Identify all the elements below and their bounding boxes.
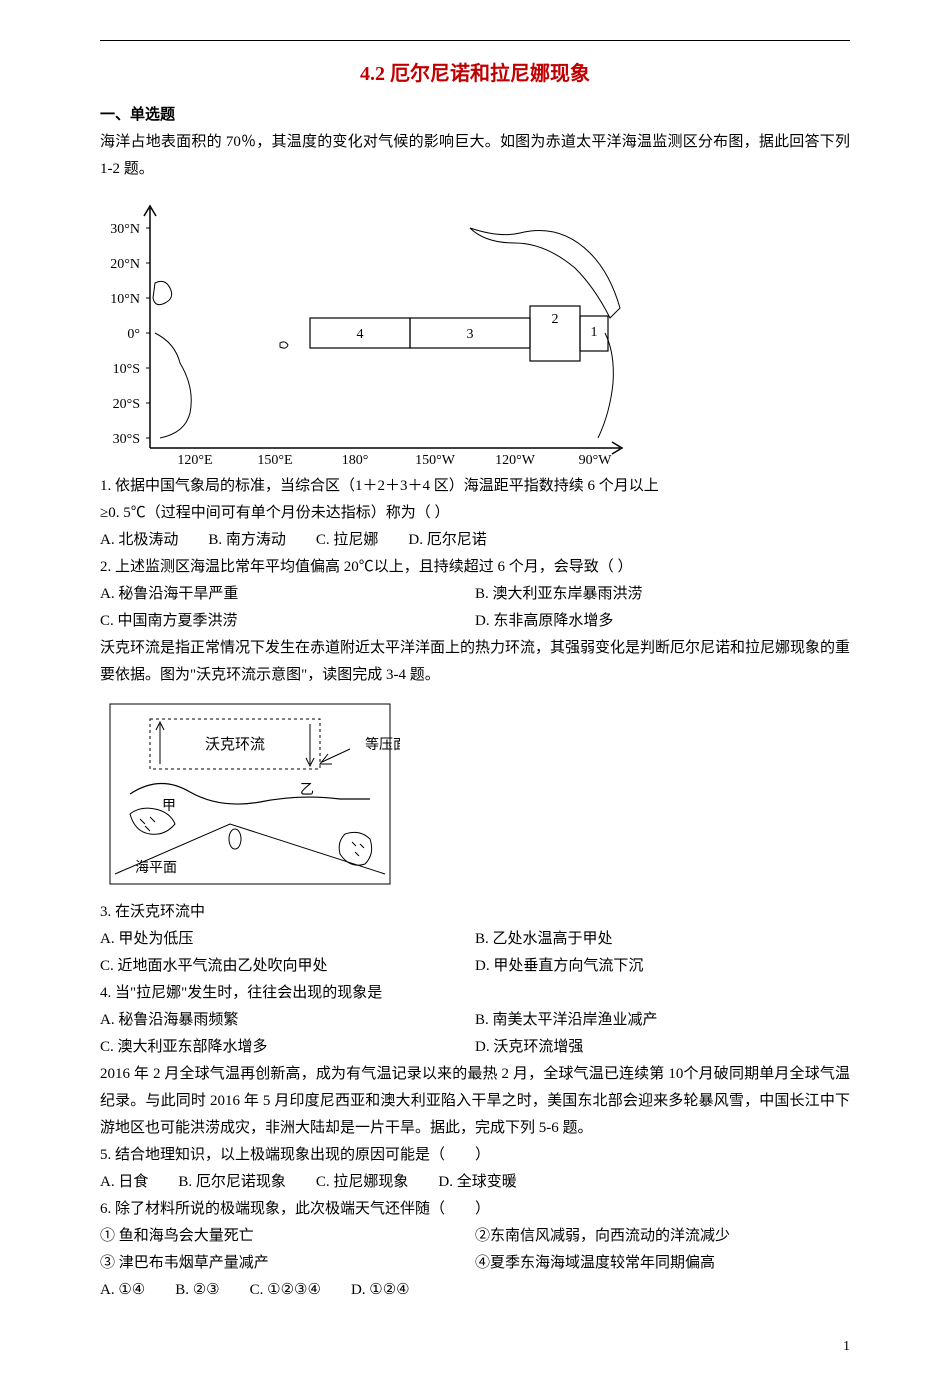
document-title: 4.2 厄尔尼诺和拉尼娜现象 — [100, 56, 850, 92]
intro-paragraph-3: 2016 年 2 月全球气温再创新高，成为有气温记录以来的最热 2 月，全球气温… — [100, 1061, 850, 1142]
svg-text:180°: 180° — [342, 453, 369, 468]
q1-options: A. 北极涛动 B. 南方涛动 C. 拉尼娜 D. 厄尔尼诺 — [100, 527, 850, 554]
figure-pacific-map: 30°N 20°N 10°N 0° 10°S 20°S 30°S 120°E 1… — [100, 188, 850, 468]
q6-option-d: D. ①②④ — [351, 1277, 410, 1304]
svg-text:0°: 0° — [127, 327, 140, 342]
q3-option-a: A. 甲处为低压 — [100, 926, 475, 953]
section-heading: 一、单选题 — [100, 102, 850, 129]
q6-option-a: A. ①④ — [100, 1277, 145, 1304]
q5-option-d: D. 全球变暖 — [438, 1169, 516, 1196]
q1-stem-line2: ≥0. 5℃（过程中间可有单个月份未达指标）称为（ ） — [100, 500, 850, 527]
label-yi: 乙 — [300, 782, 314, 798]
q2-option-b: B. 澳大利亚东岸暴雨洪涝 — [475, 581, 850, 608]
top-divider — [100, 40, 850, 41]
q6-option-c: C. ①②③④ — [250, 1277, 321, 1304]
q4-option-c: C. 澳大利亚东部降水增多 — [100, 1034, 475, 1061]
svg-text:120°W: 120°W — [495, 453, 536, 468]
q6-s2: ②东南信风减弱，向西流动的洋流减少 — [475, 1223, 850, 1250]
figure-walker-circulation: 沃克环流 等压面 甲 乙 海平面 — [100, 694, 850, 894]
q3-option-b: B. 乙处水温高于甲处 — [475, 926, 850, 953]
q6-s3: ③ 津巴布韦烟草产量减产 — [100, 1250, 475, 1277]
q2-option-a: A. 秘鲁沿海干旱严重 — [100, 581, 475, 608]
q2-stem: 2. 上述监测区海温比常年平均值偏高 20℃以上，且持续超过 6 个月，会导致（… — [100, 554, 850, 581]
ylabel: 30°N — [110, 222, 140, 237]
svg-text:2: 2 — [552, 312, 559, 327]
q3-stem: 3. 在沃克环流中 — [100, 899, 850, 926]
q5-option-a: A. 日食 — [100, 1169, 148, 1196]
q4-options: A. 秘鲁沿海暴雨频繁 C. 澳大利亚东部降水增多 B. 南美太平洋沿岸渔业减产… — [100, 1007, 850, 1061]
svg-text:20°S: 20°S — [113, 397, 140, 412]
q6-options: A. ①④ B. ②③ C. ①②③④ D. ①②④ — [100, 1277, 850, 1304]
svg-text:90°W: 90°W — [579, 453, 613, 468]
page-number: 1 — [100, 1334, 850, 1359]
label-sea: 海平面 — [135, 860, 177, 876]
q1-option-b: B. 南方涛动 — [208, 527, 286, 554]
q3-option-d: D. 甲处垂直方向气流下沉 — [475, 953, 850, 980]
svg-text:20°N: 20°N — [110, 257, 140, 272]
q6-s1: ① 鱼和海鸟会大量死亡 — [100, 1223, 475, 1250]
q3-options: A. 甲处为低压 C. 近地面水平气流由乙处吹向甲处 B. 乙处水温高于甲处 D… — [100, 926, 850, 980]
q4-option-a: A. 秘鲁沿海暴雨频繁 — [100, 1007, 475, 1034]
q5-stem: 5. 结合地理知识，以上极端现象出现的原因可能是（ ） — [100, 1142, 850, 1169]
svg-text:30°S: 30°S — [113, 432, 140, 447]
q3-option-c: C. 近地面水平气流由乙处吹向甲处 — [100, 953, 475, 980]
q5-option-c: C. 拉尼娜现象 — [316, 1169, 409, 1196]
svg-text:10°N: 10°N — [110, 292, 140, 307]
svg-text:120°E: 120°E — [177, 453, 212, 468]
svg-text:150°W: 150°W — [415, 453, 456, 468]
q4-option-b: B. 南美太平洋沿岸渔业减产 — [475, 1007, 850, 1034]
q2-option-d: D. 东非高原降水增多 — [475, 608, 850, 635]
q2-options: A. 秘鲁沿海干旱严重 C. 中国南方夏季洪涝 B. 澳大利亚东岸暴雨洪涝 D.… — [100, 581, 850, 635]
q6-statements: ① 鱼和海鸟会大量死亡 ③ 津巴布韦烟草产量减产 ②东南信风减弱，向西流动的洋流… — [100, 1223, 850, 1277]
q1-option-c: C. 拉尼娜 — [316, 527, 379, 554]
intro-paragraph-1: 海洋占地表面积的 70％，其温度的变化对气候的影响巨大。如图为赤道太平洋海温监测… — [100, 129, 850, 183]
q5-options: A. 日食 B. 厄尔尼诺现象 C. 拉尼娜现象 D. 全球变暖 — [100, 1169, 850, 1196]
label-circulation: 沃克环流 — [205, 736, 265, 753]
q6-stem: 6. 除了材料所说的极端现象，此次极端天气还伴随（ ） — [100, 1196, 850, 1223]
q6-option-b: B. ②③ — [175, 1277, 219, 1304]
svg-text:150°E: 150°E — [257, 453, 292, 468]
svg-text:10°S: 10°S — [113, 362, 140, 377]
svg-text:4: 4 — [357, 327, 364, 342]
svg-text:3: 3 — [467, 327, 474, 342]
q4-stem: 4. 当"拉尼娜"发生时，往往会出现的现象是 — [100, 980, 850, 1007]
svg-text:1: 1 — [591, 325, 598, 340]
q1-option-a: A. 北极涛动 — [100, 527, 178, 554]
label-isobar: 等压面 — [365, 736, 400, 753]
q4-option-d: D. 沃克环流增强 — [475, 1034, 850, 1061]
intro-paragraph-2: 沃克环流是指正常情况下发生在赤道附近太平洋洋面上的热力环流，其强弱变化是判断厄尔… — [100, 635, 850, 689]
q2-option-c: C. 中国南方夏季洪涝 — [100, 608, 475, 635]
q5-option-b: B. 厄尔尼诺现象 — [178, 1169, 286, 1196]
q1-stem-line1: 1. 依据中国气象局的标准，当综合区（1＋2＋3＋4 区）海温距平指数持续 6 … — [100, 473, 850, 500]
q6-s4: ④夏季东海海域温度较常年同期偏高 — [475, 1250, 850, 1277]
q1-option-d: D. 厄尔尼诺 — [408, 527, 486, 554]
